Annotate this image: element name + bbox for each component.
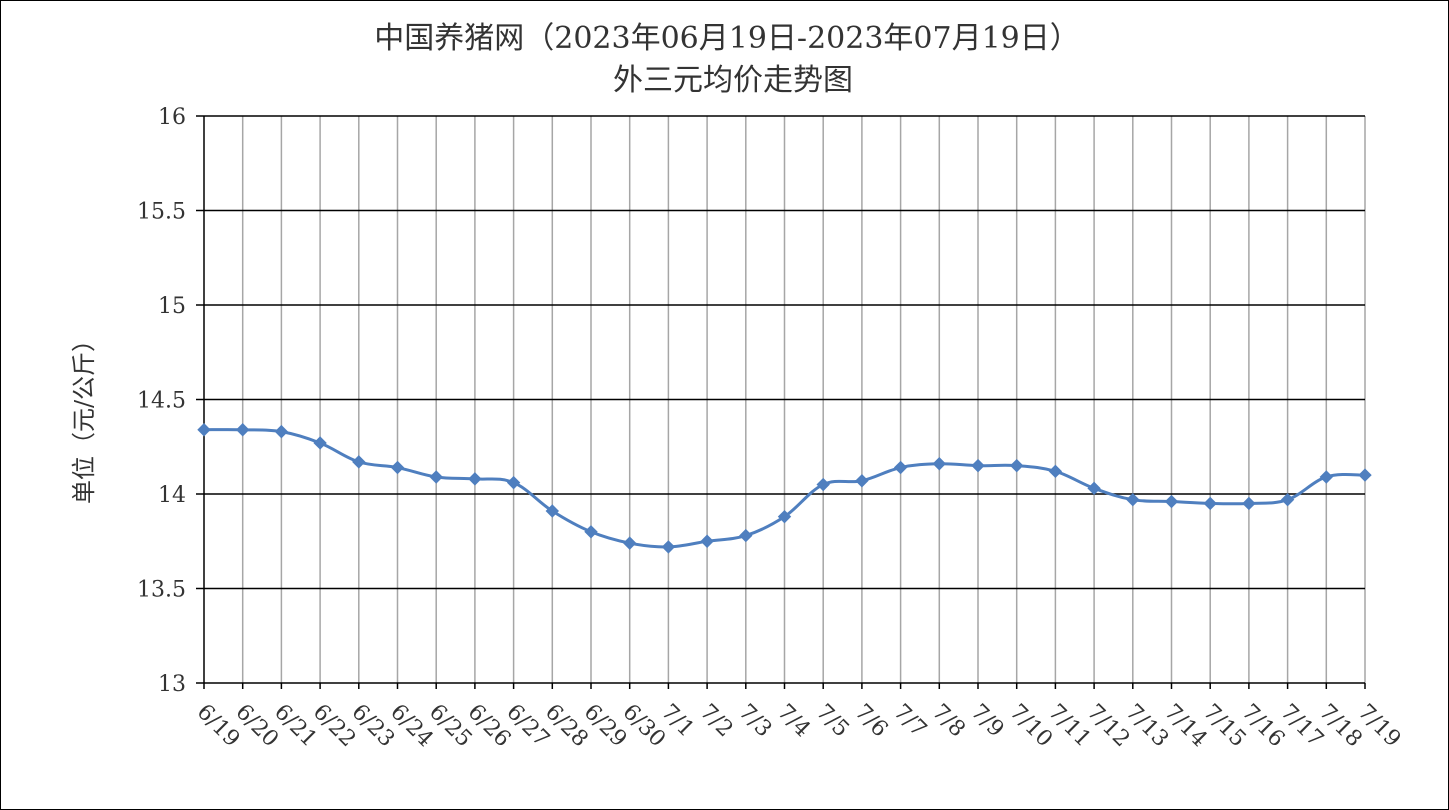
data-point-marker (700, 534, 714, 548)
data-point-marker (777, 509, 792, 524)
x-tick-label: 6/23 (347, 700, 400, 753)
data-point-marker (1009, 458, 1024, 473)
x-tick-label: 7/8 (927, 700, 970, 743)
data-point-marker (661, 540, 676, 554)
data-point-marker (468, 472, 482, 486)
x-tick-label: 6/28 (540, 700, 593, 753)
x-tick-label: 7/3 (734, 700, 777, 743)
data-point-marker (429, 470, 443, 484)
y-tick-label: 15 (158, 294, 186, 319)
x-tick-label: 6/22 (308, 700, 361, 753)
data-point-marker (1280, 492, 1295, 507)
data-point-marker (971, 458, 985, 473)
x-tick-label: 6/21 (269, 700, 322, 753)
y-tick-label: 14 (158, 483, 186, 508)
data-point-marker (1126, 492, 1140, 507)
data-point-marker (893, 460, 908, 475)
x-tick-label: 7/7 (888, 700, 931, 743)
chart-title: 中国养猪网（2023年06月19日-2023年07月19日） (374, 21, 1080, 56)
x-tick-label: 7/19 (1353, 700, 1406, 753)
y-tick-label: 13 (158, 672, 186, 697)
data-point-marker (1358, 468, 1372, 482)
x-tick-label: 7/16 (1237, 700, 1290, 753)
data-point-marker (313, 436, 327, 450)
y-tick-label: 16 (158, 105, 186, 130)
y-tick-label: 15.5 (137, 200, 186, 225)
y-tick-label: 13.5 (137, 578, 186, 603)
x-tick-label: 7/4 (772, 700, 815, 743)
x-tick-label: 7/11 (1043, 700, 1096, 753)
data-point-marker (932, 457, 947, 471)
data-point-marker (1087, 481, 1101, 496)
data-point-marker (390, 460, 405, 475)
x-tick-label: 6/30 (617, 700, 670, 753)
x-tick-label: 7/14 (1159, 700, 1212, 753)
data-point-marker (855, 474, 869, 488)
data-point-marker (545, 504, 560, 518)
x-tick-label: 7/2 (695, 700, 738, 743)
x-tick-labels: 6/196/206/216/226/236/246/256/266/276/28… (192, 700, 1406, 753)
grid-lines (204, 115, 1366, 683)
data-point-marker (235, 423, 250, 437)
x-tick-label: 6/20 (230, 700, 283, 753)
x-tick-label: 7/10 (1004, 700, 1057, 753)
x-tick-label: 6/29 (579, 700, 632, 753)
x-tick-label: 6/26 (463, 700, 516, 753)
y-axis-label: 单位（元/公斤） (70, 328, 98, 504)
chart-subtitle: 外三元均价走势图 (613, 63, 853, 98)
x-tick-label: 6/19 (192, 700, 245, 753)
x-tick-label: 7/9 (966, 700, 1009, 743)
x-tick-label: 7/17 (1275, 700, 1328, 753)
y-tick-labels: 13 13.5 14 14.5 15 15.5 16 (137, 105, 186, 697)
data-point-marker (1048, 464, 1063, 479)
axes (196, 115, 1366, 689)
data-point-marker (506, 475, 521, 490)
x-tick-label: 6/27 (501, 700, 554, 753)
x-tick-label: 7/12 (1082, 700, 1135, 753)
data-point-marker (1319, 470, 1334, 484)
series-price (197, 423, 1372, 554)
data-point-marker (1242, 496, 1256, 511)
data-point-marker (274, 424, 289, 439)
data-point-marker (1203, 496, 1217, 511)
x-tick-label: 7/5 (811, 700, 854, 743)
x-tick-label: 7/15 (1198, 700, 1251, 753)
y-tick-label: 14.5 (137, 389, 186, 414)
data-point-marker (197, 423, 211, 437)
data-point-marker (584, 525, 598, 539)
data-point-marker (622, 536, 637, 550)
x-tick-label: 6/25 (424, 700, 477, 753)
data-point-marker (1164, 494, 1179, 509)
x-tick-label: 6/24 (385, 700, 438, 753)
x-tick-label: 7/18 (1314, 700, 1367, 753)
data-point-marker (739, 528, 753, 543)
data-point-marker (816, 477, 830, 492)
x-tick-label: 7/13 (1121, 700, 1174, 753)
data-point-marker (352, 455, 366, 469)
x-tick-label: 7/6 (850, 700, 893, 743)
